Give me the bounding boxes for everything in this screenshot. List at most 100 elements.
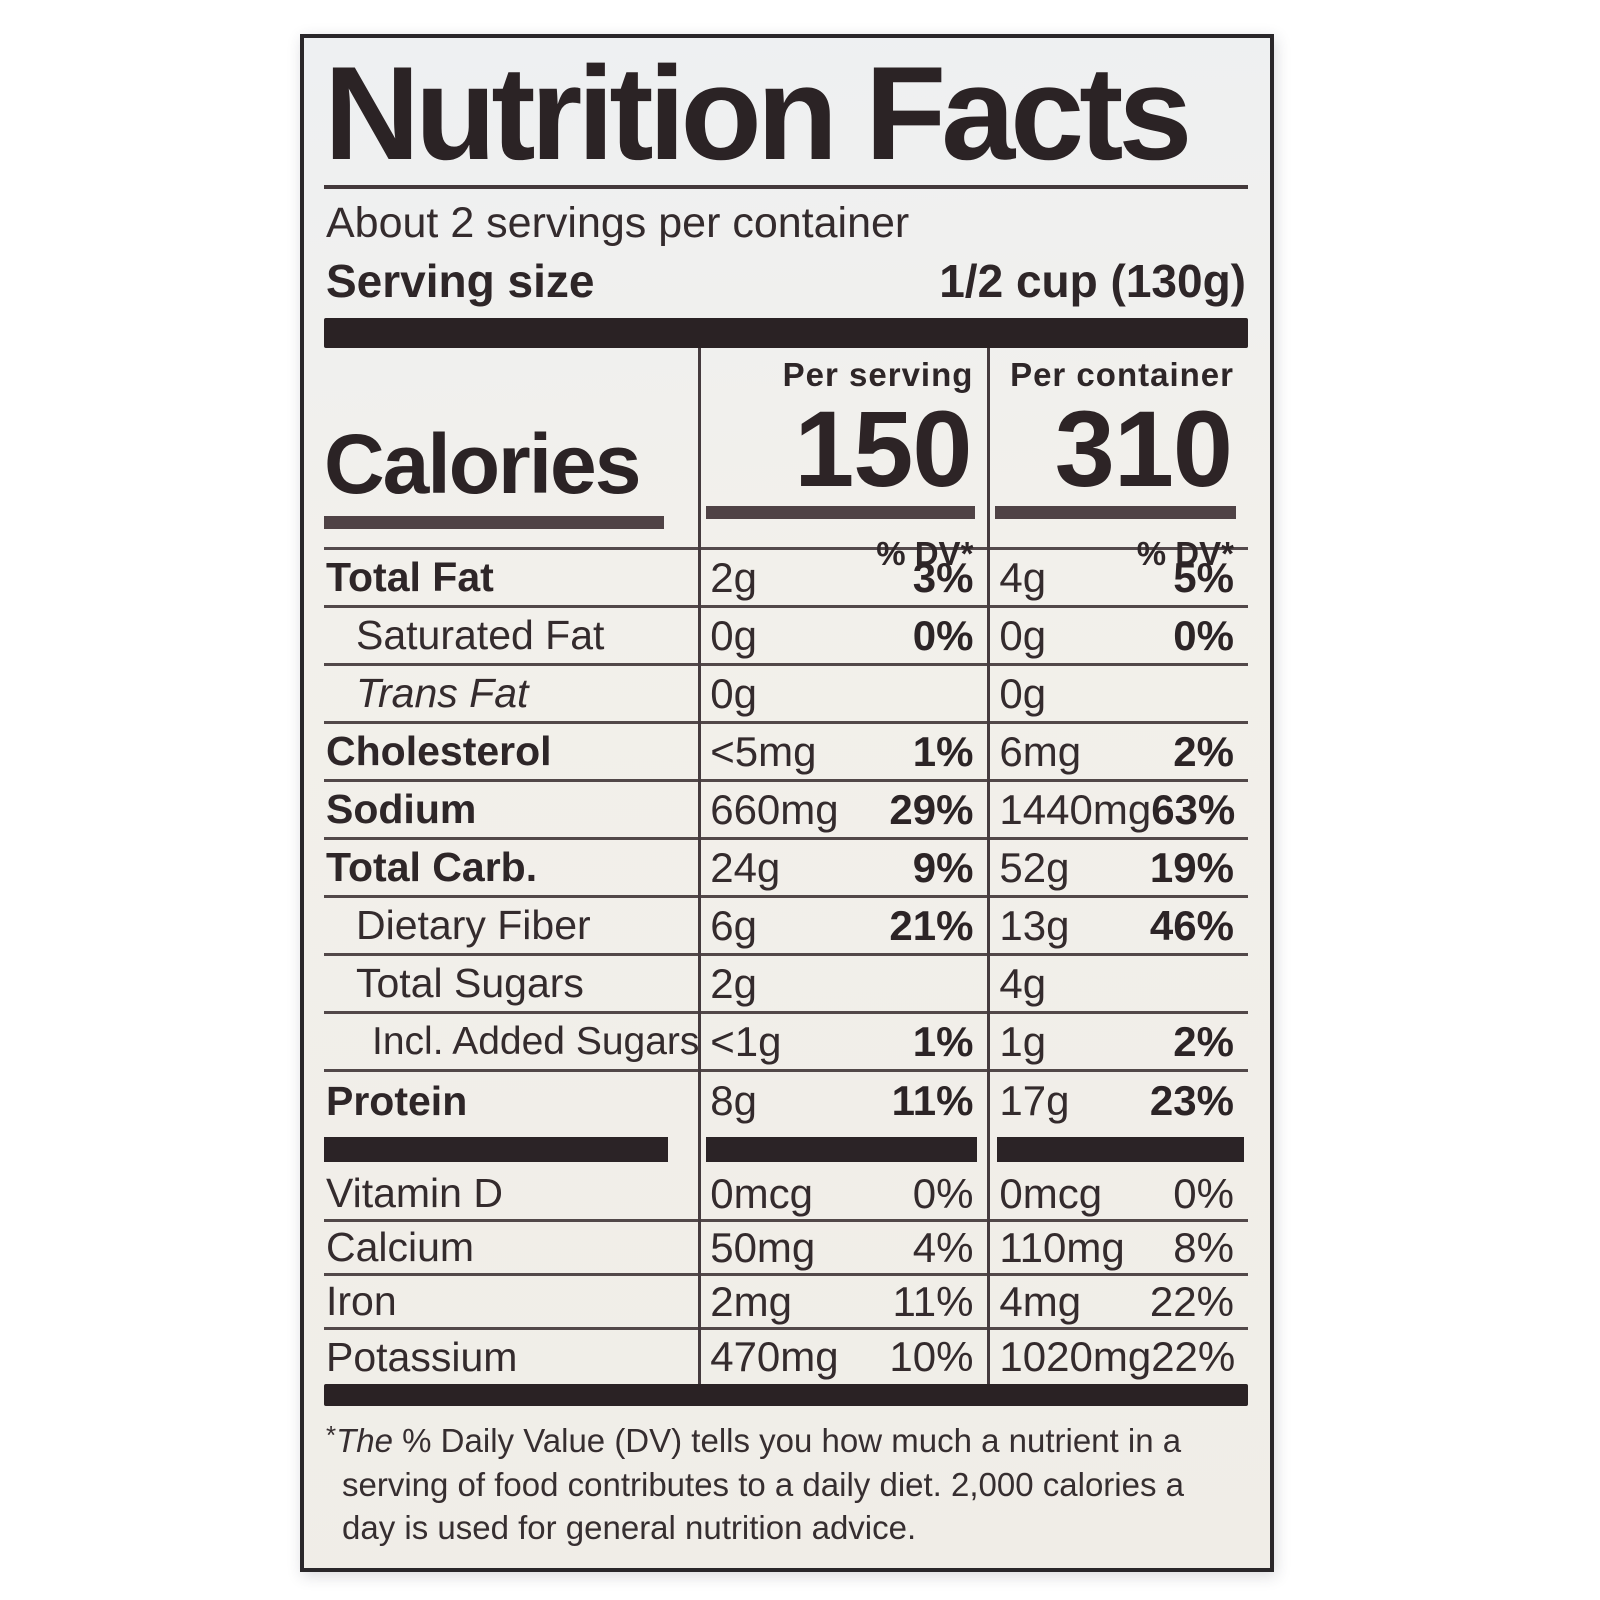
- amount: 2mg: [710, 1277, 792, 1325]
- separator-bar: [997, 1136, 1244, 1162]
- amount: 0mcg: [999, 1169, 1103, 1217]
- daily-value: 19%: [1149, 843, 1234, 891]
- per-serving-cell: 6g 21%: [698, 898, 987, 953]
- nutrient-name: Protein: [326, 1077, 468, 1124]
- per-container-cell: 110mg 8%: [987, 1222, 1248, 1273]
- amount: 2g: [710, 553, 757, 601]
- daily-value: 2%: [1173, 727, 1234, 775]
- amount: 0g: [710, 611, 757, 659]
- daily-value: 0%: [912, 611, 974, 659]
- daily-value: 0%: [1173, 1169, 1234, 1217]
- dv-header-serving: % DV*: [876, 534, 974, 572]
- table-row: Dietary Fiber 6g 21% 13g 46%: [324, 898, 1248, 956]
- per-serving-cell: 660mg 29%: [698, 782, 987, 837]
- amount: 6g: [710, 901, 757, 949]
- amount: 2g: [710, 959, 757, 1007]
- nutrient-name: Iron: [326, 1278, 397, 1324]
- per-container-cell: 4g 5%: [987, 550, 1248, 605]
- daily-value: 9%: [912, 843, 974, 891]
- per-container-underbar: [995, 505, 1236, 519]
- per-container-cell: 1g 2%: [987, 1014, 1248, 1069]
- calories-label: Calories: [324, 416, 642, 511]
- amount: 8g: [710, 1077, 757, 1124]
- daily-value: 5%: [1173, 553, 1234, 601]
- separator-bar-top: [324, 318, 1248, 348]
- daily-value: 4%: [912, 1223, 974, 1271]
- nutrient-name: Total Sugars: [356, 960, 584, 1006]
- amount: 50mg: [710, 1223, 816, 1271]
- per-serving-underbar: [706, 505, 976, 519]
- amount: 1440mg: [999, 785, 1152, 833]
- table-row: Saturated Fat 0g 0% 0g 0%: [324, 608, 1248, 666]
- per-serving-cell: 24g 9%: [698, 840, 987, 895]
- amount: 1g: [999, 1017, 1047, 1065]
- calories-per-serving-value: 150: [794, 388, 972, 509]
- daily-value: 8%: [1173, 1223, 1234, 1271]
- nutrient-name: Sodium: [326, 786, 477, 832]
- amount: 660mg: [710, 785, 839, 833]
- amount: 0g: [999, 669, 1047, 717]
- amount: 52g: [999, 843, 1070, 891]
- serving-size-value: 1/2 cup (130g): [939, 255, 1246, 307]
- per-serving-cell: 0g: [698, 666, 987, 721]
- nutrient-name: Calcium: [326, 1224, 475, 1270]
- amount: <1g: [710, 1017, 782, 1065]
- table-row: Cholesterol <5mg 1% 6mg 2%: [324, 724, 1248, 782]
- per-serving-cell: 2mg 11%: [698, 1276, 987, 1327]
- separator-segment: [698, 1130, 987, 1168]
- per-serving-column-header: Per serving 150 % DV*: [698, 348, 987, 573]
- amount: 110mg: [999, 1223, 1125, 1271]
- amount: 4mg: [999, 1277, 1082, 1325]
- daily-value: 29%: [889, 785, 974, 833]
- per-serving-cell: 0g 0%: [698, 608, 987, 663]
- daily-value: 22%: [1151, 1333, 1236, 1380]
- table-row: Iron 2mg 11% 4mg 22%: [324, 1276, 1248, 1330]
- amount: 470mg: [710, 1333, 839, 1380]
- separator-bar: [706, 1136, 978, 1162]
- daily-value: 21%: [889, 901, 974, 949]
- table-row: Trans Fat 0g 0g: [324, 666, 1248, 724]
- daily-value: 22%: [1149, 1277, 1234, 1325]
- table-row: Incl. Added Sugars <1g 1% 1g 2%: [324, 1014, 1248, 1072]
- daily-value: 2%: [1173, 1017, 1234, 1065]
- dv-header-container: % DV*: [1136, 534, 1234, 572]
- nutrition-table: Calories Per serving 150 % DV* Per conta…: [324, 348, 1248, 1384]
- per-container-cell: 0g: [987, 666, 1248, 721]
- per-container-cell: 52g 19%: [987, 840, 1248, 895]
- per-container-cell: 4g: [987, 956, 1248, 1011]
- column-divider-1: [698, 348, 702, 1384]
- daily-value: 63%: [1151, 785, 1236, 833]
- amount: 0g: [999, 611, 1047, 659]
- daily-value: 0%: [912, 1169, 974, 1217]
- footnote-lead: The: [336, 1422, 393, 1459]
- nutrition-facts-label: Nutrition Facts About 2 servings per con…: [300, 34, 1274, 1572]
- nutrient-name: Potassium: [326, 1333, 518, 1380]
- section-separator-row: [324, 1130, 1248, 1168]
- nutrient-name: Cholesterol: [326, 728, 552, 774]
- separator-bar: [324, 1136, 669, 1162]
- daily-value: 11%: [892, 1277, 974, 1325]
- amount: 0g: [710, 669, 757, 717]
- table-row: Calcium 50mg 4% 110mg 8%: [324, 1222, 1248, 1276]
- column-divider-2: [987, 348, 991, 1384]
- per-serving-cell: <5mg 1%: [698, 724, 987, 779]
- table-row: Potassium 470mg 10% 1020mg 22%: [324, 1330, 1248, 1384]
- per-container-column-header: Per container 310 % DV*: [987, 348, 1248, 573]
- per-container-cell: 1440mg 63%: [987, 782, 1248, 837]
- per-serving-cell: 2g: [698, 956, 987, 1011]
- per-serving-cell: 2g 3%: [698, 550, 987, 605]
- nutrient-name: Total Fat: [326, 554, 494, 600]
- nutrient-name: Incl. Added Sugars: [372, 1019, 700, 1063]
- footnote-body: % Daily Value (DV) tells you how much a …: [342, 1422, 1184, 1547]
- calories-cell: Calories: [324, 348, 698, 573]
- per-serving-cell: 8g 11%: [698, 1072, 987, 1130]
- table-row: Protein 8g 11% 17g 23%: [324, 1072, 1248, 1130]
- amount: 24g: [710, 843, 781, 891]
- calories-underbar: [324, 515, 665, 529]
- calories-header: Calories Per serving 150 % DV* Per conta…: [324, 348, 1248, 572]
- table-row: Total Carb. 24g 9% 52g 19%: [324, 840, 1248, 898]
- nutrient-rows: Total Fat 2g 3% 4g 5% Saturated Fat 0g 0…: [324, 550, 1248, 1130]
- per-container-header: Per container: [1010, 356, 1234, 393]
- page-title: Nutrition Facts: [324, 40, 1192, 188]
